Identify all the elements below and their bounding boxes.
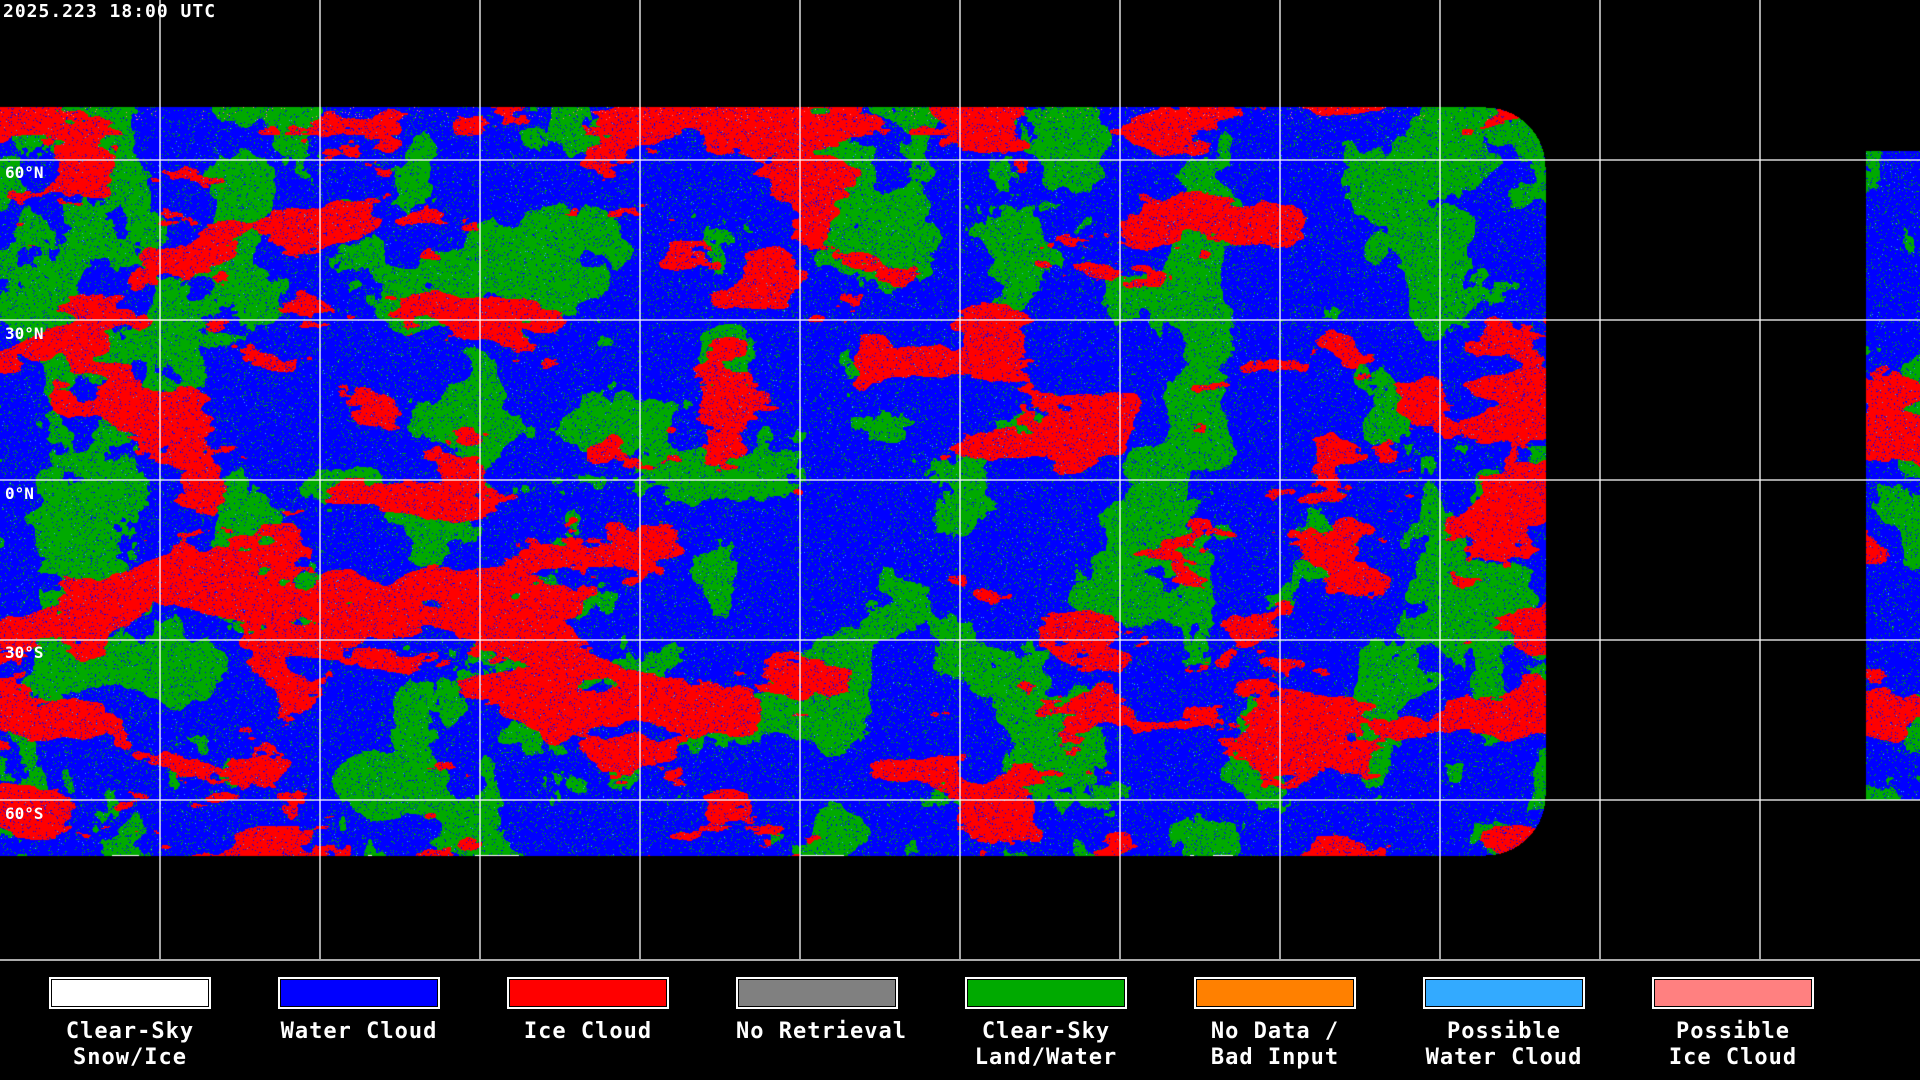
legend-label-line2: Water Cloud [1425, 1045, 1583, 1070]
legend-item: Possible Ice Cloud [1652, 977, 1814, 1073]
legend-label-line1: Ice Cloud [523, 1019, 653, 1044]
legend-swatch [1194, 977, 1356, 1009]
lat-lon-grid [0, 0, 1920, 960]
legend-swatch [1423, 977, 1585, 1009]
lat-label-60n: 60°N [5, 163, 44, 182]
lat-label-0n: 0°N [5, 484, 34, 503]
legend-swatch [736, 977, 898, 1009]
legend-label-line2: Snow/Ice [73, 1045, 187, 1070]
legend-item: Water Cloud [278, 977, 440, 1044]
legend-label-line2: Ice Cloud [1668, 1045, 1798, 1070]
lat-label-30s: 30°S [5, 643, 44, 662]
legend-swatch [507, 977, 669, 1009]
legend-item: No Data / Bad Input [1194, 977, 1356, 1073]
legend-label-line1: No Retrieval [736, 1019, 907, 1044]
legend-item: Possible Water Cloud [1423, 977, 1585, 1073]
lat-label-60s: 60°S [5, 804, 44, 823]
legend-label-line1: Possible [1676, 1019, 1790, 1044]
timestamp-title: 2025.223 18:00 UTC [3, 1, 217, 22]
legend-swatch [965, 977, 1127, 1009]
legend-label-line1: Possible [1447, 1019, 1561, 1044]
legend-swatch [278, 977, 440, 1009]
legend-label-line1: Water Cloud [280, 1019, 438, 1044]
legend-swatch [1652, 977, 1814, 1009]
legend-label-line2: Land/Water [974, 1045, 1118, 1070]
legend-label-line2: Bad Input [1210, 1045, 1340, 1070]
map-border [0, 959, 1920, 961]
legend-item: Clear-Sky Snow/Ice [49, 977, 211, 1073]
legend-label-line1: Clear-Sky [65, 1019, 195, 1044]
legend-item: Ice Cloud [507, 977, 669, 1044]
lat-label-30n: 30°N [5, 324, 44, 343]
legend-item: No Retrieval [736, 977, 906, 1044]
legend-label-line1: No Data / [1210, 1019, 1340, 1044]
legend-swatch [49, 977, 211, 1009]
legend-label-line1: Clear-Sky [981, 1019, 1111, 1044]
legend-item: Clear-Sky Land/Water [965, 977, 1127, 1073]
